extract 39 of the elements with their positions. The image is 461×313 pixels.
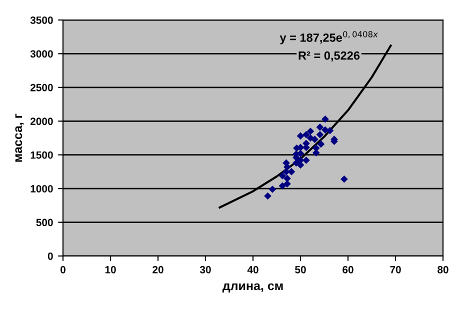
point (326, 126, 334, 134)
x-tick-label: 80 (438, 266, 448, 274)
x-tick-label: 70 (390, 266, 401, 274)
y-tick-label: 500 (36, 218, 53, 226)
y-tick-label: 3000 (30, 50, 53, 58)
y-tick-label: 0 (48, 252, 53, 260)
x-tick-label: 40 (247, 266, 258, 274)
point (311, 136, 318, 144)
point (306, 128, 314, 135)
point (302, 156, 310, 164)
point (302, 130, 310, 138)
x-tick-label: 30 (200, 266, 211, 274)
point (296, 132, 304, 140)
point (340, 175, 348, 183)
x-tick-label: 10 (105, 266, 116, 274)
x-tick-label: 0 (60, 266, 66, 274)
y-tick-label: 1000 (30, 185, 53, 192)
y-tick-label: 3500 (30, 16, 53, 24)
point (282, 168, 290, 176)
point (316, 124, 324, 131)
point (284, 180, 291, 188)
annotation: R² = 0,5226 (298, 51, 360, 62)
point (284, 174, 291, 182)
x-tick-label: 20 (152, 266, 164, 274)
point (322, 115, 329, 123)
y-tick-label: 2500 (30, 84, 53, 92)
point (264, 192, 272, 200)
y-tick-label: 1500 (30, 151, 53, 159)
y-tick-label: 2000 (30, 118, 53, 126)
point (278, 172, 286, 180)
x-tick-label: 60 (342, 266, 354, 274)
x-axis-title: длина, см (222, 283, 283, 293)
point (317, 140, 325, 148)
annotation: y = 187,25e$^{0,0408x}$ (280, 31, 378, 44)
point (316, 130, 324, 138)
point (278, 182, 286, 190)
point (268, 186, 276, 193)
y-axis-title: масса, г (15, 114, 24, 162)
x-tick-label: 50 (295, 266, 306, 274)
